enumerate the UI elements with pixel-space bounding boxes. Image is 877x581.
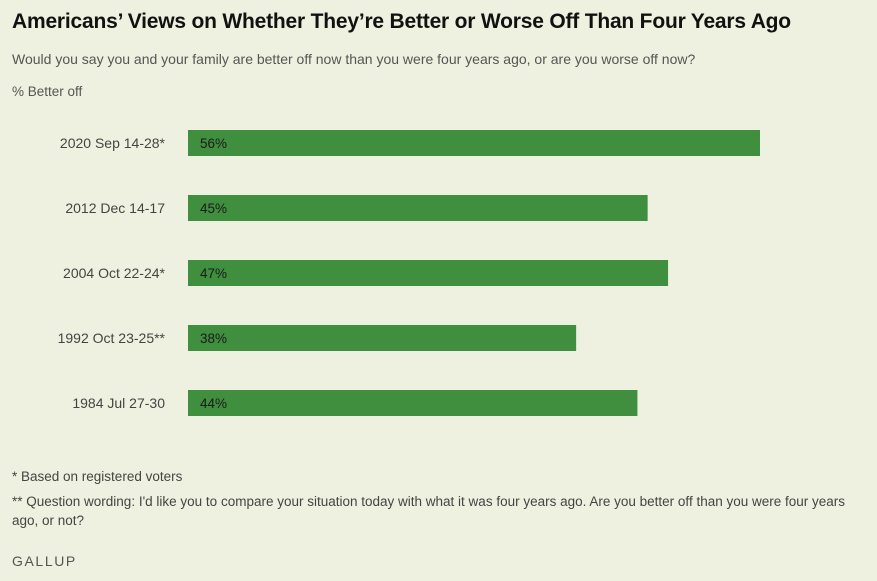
category-label: 2004 Oct 22-24* [63, 265, 166, 281]
category-label: 2020 Sep 14-28* [60, 135, 166, 151]
footnote-registered-voters: * Based on registered voters [12, 469, 183, 484]
bar-chart: 2020 Sep 14-28* 56% 2012 Dec 14-17 45% 2004 … [58, 130, 760, 416]
footnote-question-wording: ** Question wording: I'd like you to com… [12, 494, 846, 528]
value-label: 56% [200, 136, 227, 151]
chart-subtitle: Would you say you and your family are be… [12, 51, 696, 67]
chart-title: Americans’ Views on Whether They’re Bett… [12, 10, 791, 33]
bar [188, 325, 577, 351]
bar [188, 130, 760, 156]
value-label: 47% [200, 266, 227, 281]
value-label: 44% [200, 396, 227, 411]
category-label: 2012 Dec 14-17 [65, 200, 165, 216]
gallup-logo: GALLUP [12, 553, 77, 569]
bar [188, 260, 669, 286]
bar [188, 390, 638, 416]
value-label: 38% [200, 331, 227, 346]
unit-label: % Better off [12, 84, 83, 99]
value-label: 45% [200, 201, 227, 216]
bar [188, 195, 648, 221]
category-label: 1984 Jul 27-30 [72, 395, 165, 411]
category-label: 1992 Oct 23-25** [58, 330, 166, 346]
